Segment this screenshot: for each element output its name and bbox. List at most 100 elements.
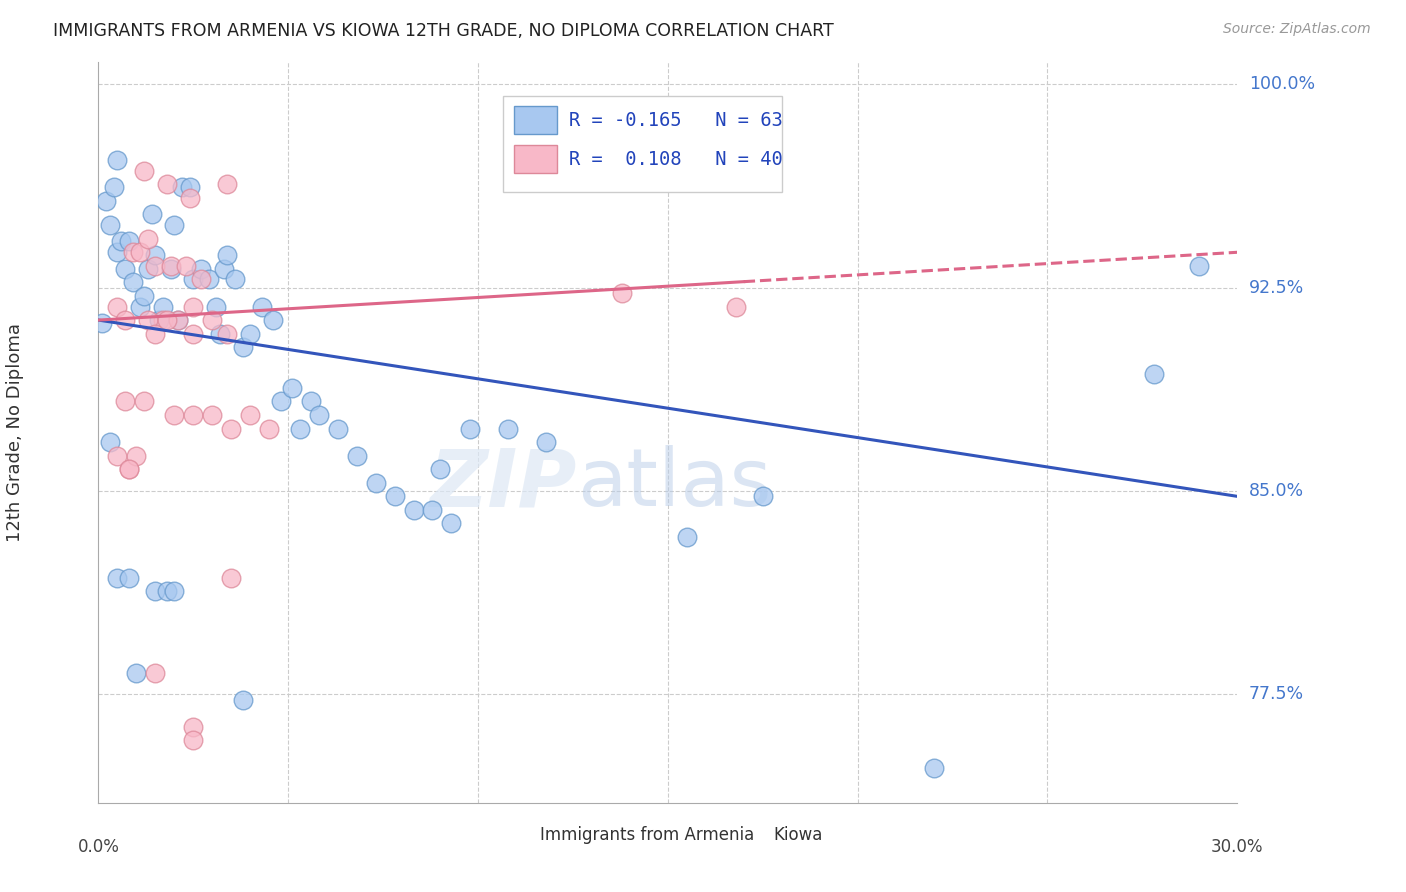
Point bbox=[163, 218, 186, 232]
FancyBboxPatch shape bbox=[515, 106, 557, 135]
Point bbox=[145, 326, 167, 341]
FancyBboxPatch shape bbox=[509, 827, 533, 844]
FancyBboxPatch shape bbox=[503, 95, 782, 192]
Point bbox=[183, 326, 205, 341]
Point bbox=[422, 503, 444, 517]
Point bbox=[498, 421, 520, 435]
Text: R =  0.108   N = 40: R = 0.108 N = 40 bbox=[569, 150, 783, 169]
Point bbox=[152, 300, 174, 314]
Point bbox=[136, 313, 159, 327]
Point bbox=[136, 261, 159, 276]
Point bbox=[239, 326, 262, 341]
Point bbox=[107, 300, 129, 314]
Point bbox=[118, 235, 141, 249]
Point bbox=[107, 153, 129, 167]
Point bbox=[98, 435, 121, 450]
Point bbox=[201, 313, 224, 327]
Text: Kiowa: Kiowa bbox=[773, 826, 823, 845]
Point bbox=[148, 313, 170, 327]
Point bbox=[183, 272, 205, 286]
Text: 92.5%: 92.5% bbox=[1249, 278, 1303, 296]
Text: 77.5%: 77.5% bbox=[1249, 685, 1303, 703]
Point bbox=[922, 760, 945, 774]
Point bbox=[129, 300, 152, 314]
Point bbox=[212, 261, 235, 276]
Text: ZIP: ZIP bbox=[429, 445, 576, 524]
Point bbox=[118, 462, 141, 476]
Point bbox=[118, 462, 141, 476]
Text: R = -0.165   N = 63: R = -0.165 N = 63 bbox=[569, 111, 783, 129]
Point bbox=[159, 261, 181, 276]
Point bbox=[183, 733, 205, 747]
Point bbox=[167, 313, 190, 327]
Point bbox=[145, 584, 167, 599]
Point bbox=[110, 235, 132, 249]
Point bbox=[725, 300, 748, 314]
Point bbox=[384, 489, 406, 503]
Point bbox=[156, 584, 179, 599]
Point bbox=[163, 584, 186, 599]
Text: 12th Grade, No Diploma: 12th Grade, No Diploma bbox=[6, 323, 24, 542]
Point bbox=[299, 394, 322, 409]
Point bbox=[183, 408, 205, 422]
Point bbox=[114, 394, 136, 409]
Point bbox=[163, 408, 186, 422]
Point bbox=[402, 503, 425, 517]
Point bbox=[250, 300, 273, 314]
Point bbox=[156, 313, 179, 327]
Point bbox=[752, 489, 775, 503]
Point bbox=[288, 421, 311, 435]
Point bbox=[190, 272, 212, 286]
Point bbox=[98, 218, 121, 232]
Point bbox=[201, 408, 224, 422]
Point bbox=[1188, 259, 1211, 273]
Point bbox=[121, 245, 143, 260]
Point bbox=[132, 394, 155, 409]
Point bbox=[612, 285, 634, 300]
Point bbox=[536, 435, 558, 450]
Point bbox=[159, 259, 181, 273]
Point bbox=[174, 259, 197, 273]
Point bbox=[224, 272, 246, 286]
Point bbox=[170, 180, 193, 194]
Point bbox=[308, 408, 330, 422]
Point bbox=[118, 571, 141, 585]
FancyBboxPatch shape bbox=[515, 145, 557, 173]
Point bbox=[197, 272, 219, 286]
Point bbox=[179, 191, 201, 205]
Point bbox=[145, 259, 167, 273]
Point bbox=[460, 421, 482, 435]
Point bbox=[1143, 368, 1166, 382]
Point bbox=[217, 178, 239, 192]
Point bbox=[183, 720, 205, 734]
Point bbox=[346, 449, 368, 463]
Text: Immigrants from Armenia: Immigrants from Armenia bbox=[540, 826, 755, 845]
Text: 100.0%: 100.0% bbox=[1249, 75, 1315, 93]
Point bbox=[326, 421, 349, 435]
Text: Source: ZipAtlas.com: Source: ZipAtlas.com bbox=[1223, 22, 1371, 37]
Point bbox=[114, 261, 136, 276]
Point bbox=[429, 462, 451, 476]
Text: 85.0%: 85.0% bbox=[1249, 482, 1303, 500]
Point bbox=[221, 421, 243, 435]
Text: 30.0%: 30.0% bbox=[1211, 838, 1264, 856]
Point bbox=[364, 475, 387, 490]
Point bbox=[145, 665, 167, 680]
Point bbox=[179, 180, 201, 194]
Point bbox=[190, 261, 212, 276]
Text: IMMIGRANTS FROM ARMENIA VS KIOWA 12TH GRADE, NO DIPLOMA CORRELATION CHART: IMMIGRANTS FROM ARMENIA VS KIOWA 12TH GR… bbox=[53, 22, 834, 40]
Point bbox=[125, 449, 148, 463]
Point bbox=[145, 248, 167, 262]
Point bbox=[132, 164, 155, 178]
Point bbox=[114, 313, 136, 327]
Point bbox=[103, 180, 125, 194]
Point bbox=[107, 449, 129, 463]
Point bbox=[125, 665, 148, 680]
Point bbox=[107, 245, 129, 260]
Point bbox=[281, 381, 304, 395]
Point bbox=[152, 313, 174, 327]
Point bbox=[221, 571, 243, 585]
Point bbox=[132, 288, 155, 302]
Point bbox=[107, 571, 129, 585]
Point bbox=[91, 316, 114, 330]
